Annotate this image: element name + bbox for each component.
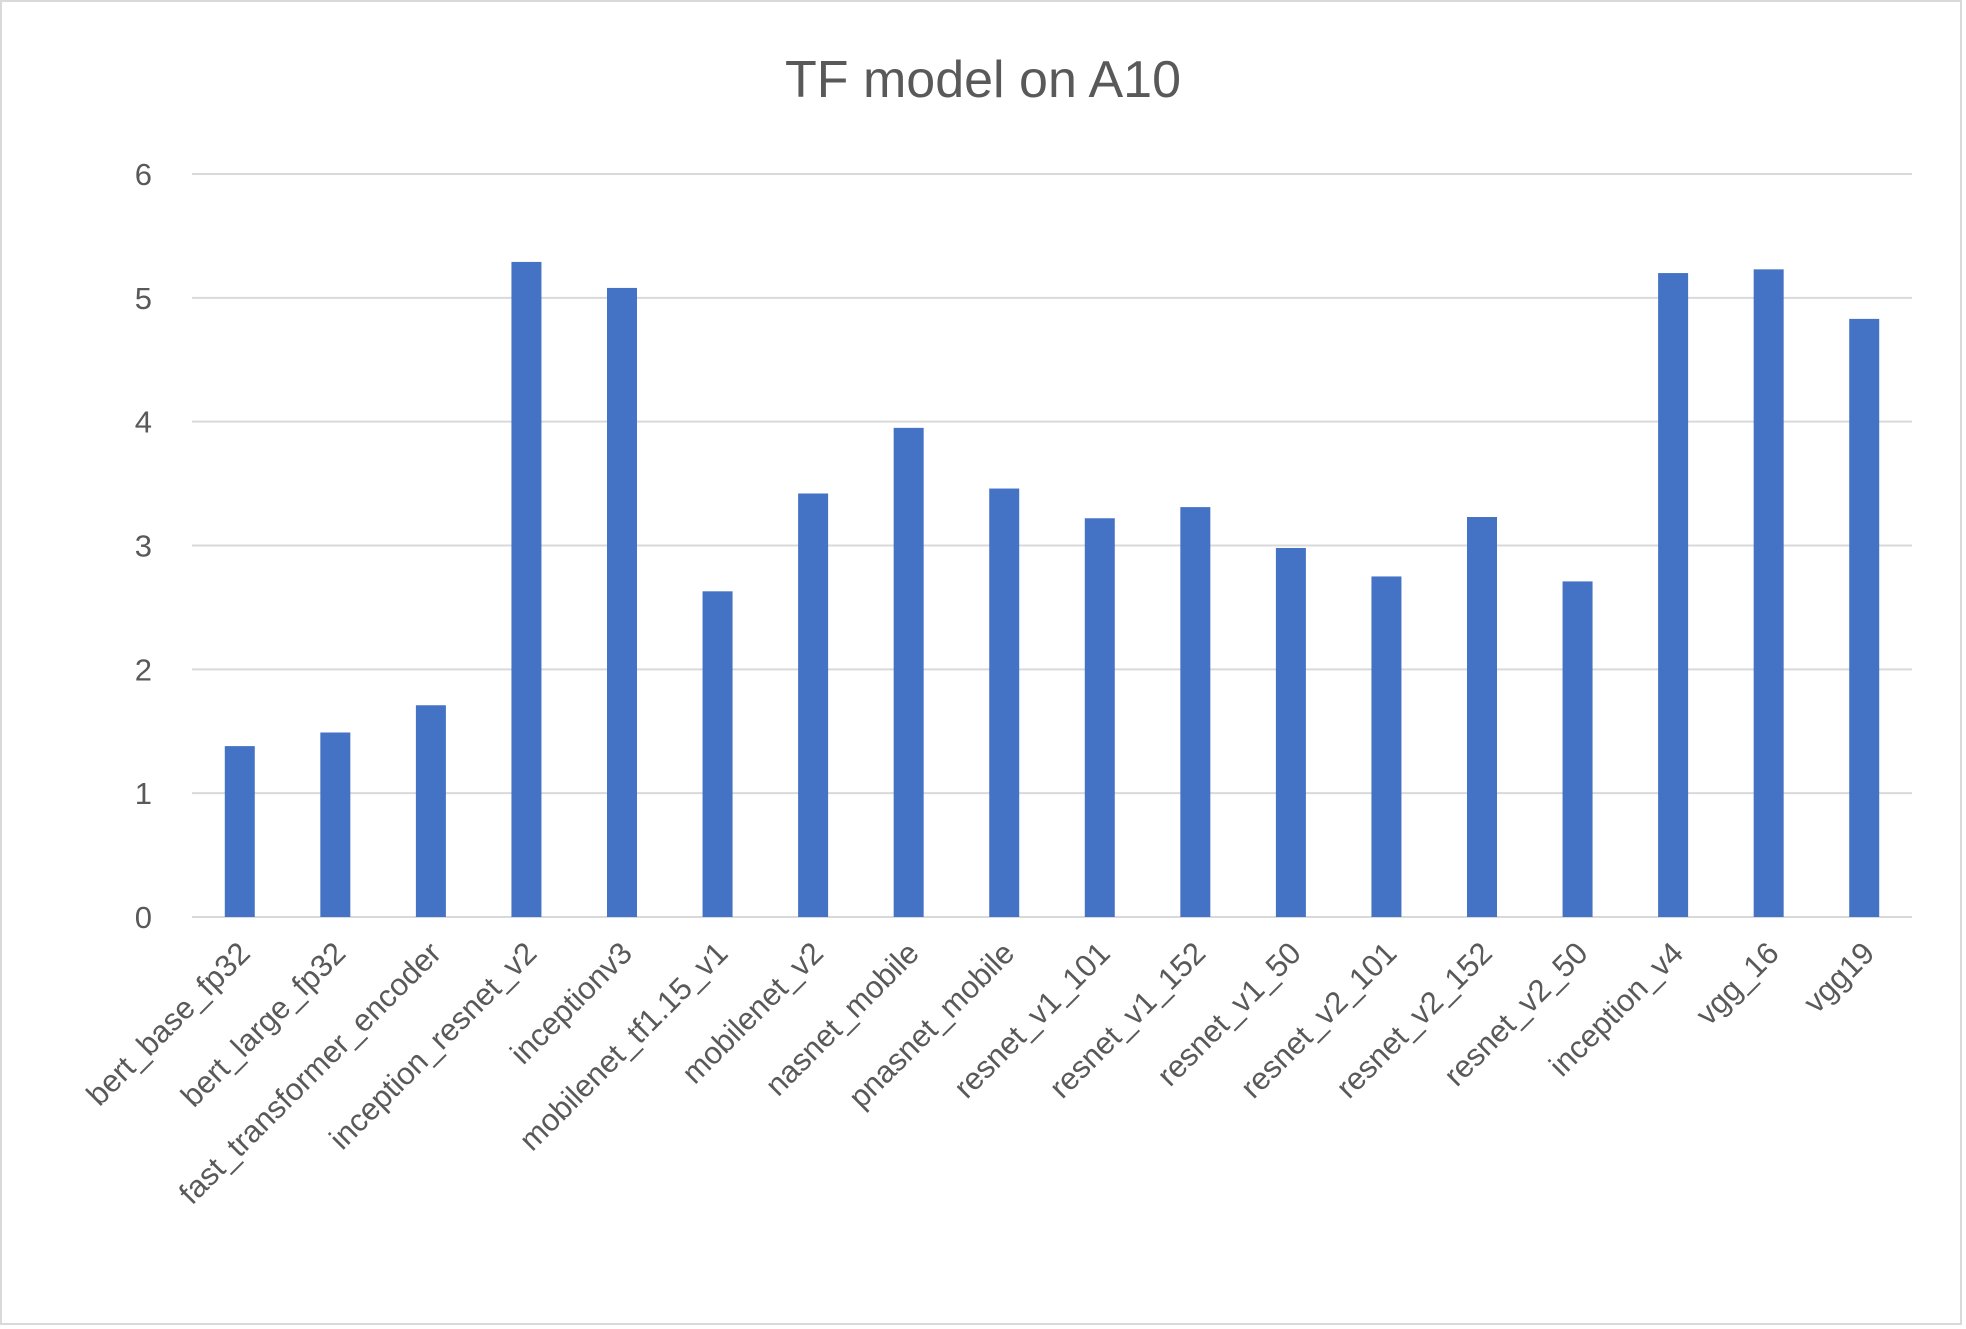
bar-resnet_v2_50 [1562, 581, 1593, 917]
x-tick-label: pnasnet_mobile [842, 935, 1022, 1115]
y-axis-ticks: 0 1 2 3 4 5 6 [135, 157, 152, 935]
y-tick-label: 4 [135, 405, 152, 440]
x-axis-labels: bert_base_fp32bert_large_fp32fast_transf… [80, 935, 1882, 1211]
bar-fast_transformer_encoder [415, 705, 446, 917]
bar-resnet_v1_50 [1275, 547, 1306, 917]
x-tick-label: vgg19 [1797, 935, 1881, 1019]
x-tick-label: bert_large_fp32 [174, 935, 352, 1113]
bar-inceptionv3 [607, 287, 637, 918]
y-tick-label: 1 [135, 776, 152, 811]
y-tick-label: 3 [135, 529, 152, 564]
bar-mobilenet_v2 [798, 493, 829, 917]
y-tick-label: 5 [135, 281, 152, 316]
bar-pnasnet_mobile [989, 488, 1020, 917]
x-tick-label: vgg_16 [1689, 935, 1786, 1032]
bar-resnet_v2_101 [1371, 576, 1402, 917]
y-tick-label: 0 [135, 900, 152, 935]
bar-vgg_16 [1753, 269, 1784, 917]
gridlines [192, 173, 1912, 918]
x-tick-label: bert_base_fp32 [80, 935, 257, 1112]
chart-title: TF model on A10 [785, 51, 1181, 109]
bar-resnet_v1_101 [1084, 518, 1115, 917]
bar-resnet_v2_152 [1467, 517, 1497, 917]
bar-bert_large_fp32 [320, 732, 351, 917]
bars [224, 261, 1880, 918]
y-tick-label: 2 [135, 652, 152, 687]
bar-inception_resnet_v2 [511, 261, 542, 918]
bar-mobilenet_tf1.15_v1 [702, 591, 733, 917]
bar-inception_v4 [1658, 273, 1689, 918]
y-tick-label: 6 [135, 157, 152, 192]
bar-vgg19 [1849, 318, 1880, 917]
bar-resnet_v1_152 [1180, 507, 1211, 917]
bar-bert_base_fp32 [224, 746, 255, 917]
bar-nasnet_mobile [893, 427, 924, 917]
